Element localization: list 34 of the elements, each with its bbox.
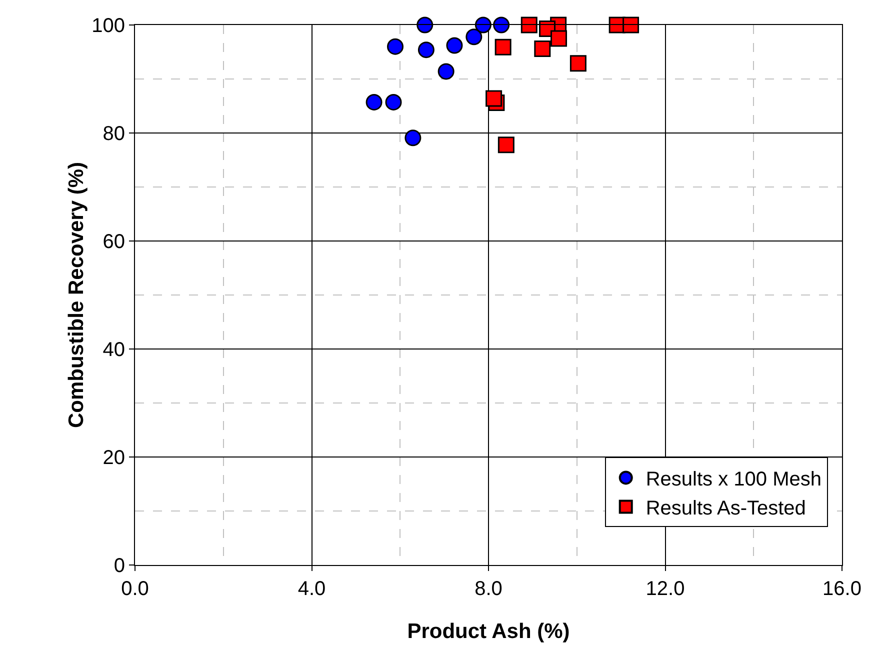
x-tick-label: 4.0	[298, 578, 326, 600]
legend-label: Results x 100 Mesh	[646, 468, 822, 490]
x-tick-label: 12.0	[646, 578, 685, 600]
x-tick-label: 0.0	[121, 578, 149, 600]
point	[438, 63, 454, 80]
y-tick-label: 60	[102, 231, 125, 253]
y-tick-label: 100	[92, 15, 125, 37]
point	[493, 16, 510, 34]
y-tick-label: 0	[114, 555, 125, 577]
x-tick-label: 16.0	[822, 578, 862, 600]
legend-label: Results As-Tested	[646, 498, 806, 520]
point	[534, 40, 551, 58]
point	[404, 130, 422, 146]
point	[446, 37, 463, 54]
y-tick-label: 40	[102, 339, 125, 361]
x-axis-title: Product Ash (%)	[407, 620, 570, 643]
point	[520, 16, 538, 34]
point	[466, 28, 482, 46]
point	[366, 94, 382, 110]
point	[486, 90, 502, 107]
y-tick-label: 20	[102, 447, 125, 469]
x-tick-label: 8.0	[474, 578, 502, 600]
y-axis-title: Combustible Recovery (%)	[65, 162, 88, 428]
point	[570, 55, 586, 72]
point	[550, 30, 568, 47]
point	[498, 136, 514, 154]
point	[474, 16, 492, 34]
point	[418, 42, 434, 58]
point	[416, 16, 434, 34]
y-tick-label: 80	[102, 123, 125, 145]
point	[385, 94, 402, 110]
point	[387, 38, 404, 55]
point	[494, 38, 512, 56]
point	[622, 16, 640, 34]
